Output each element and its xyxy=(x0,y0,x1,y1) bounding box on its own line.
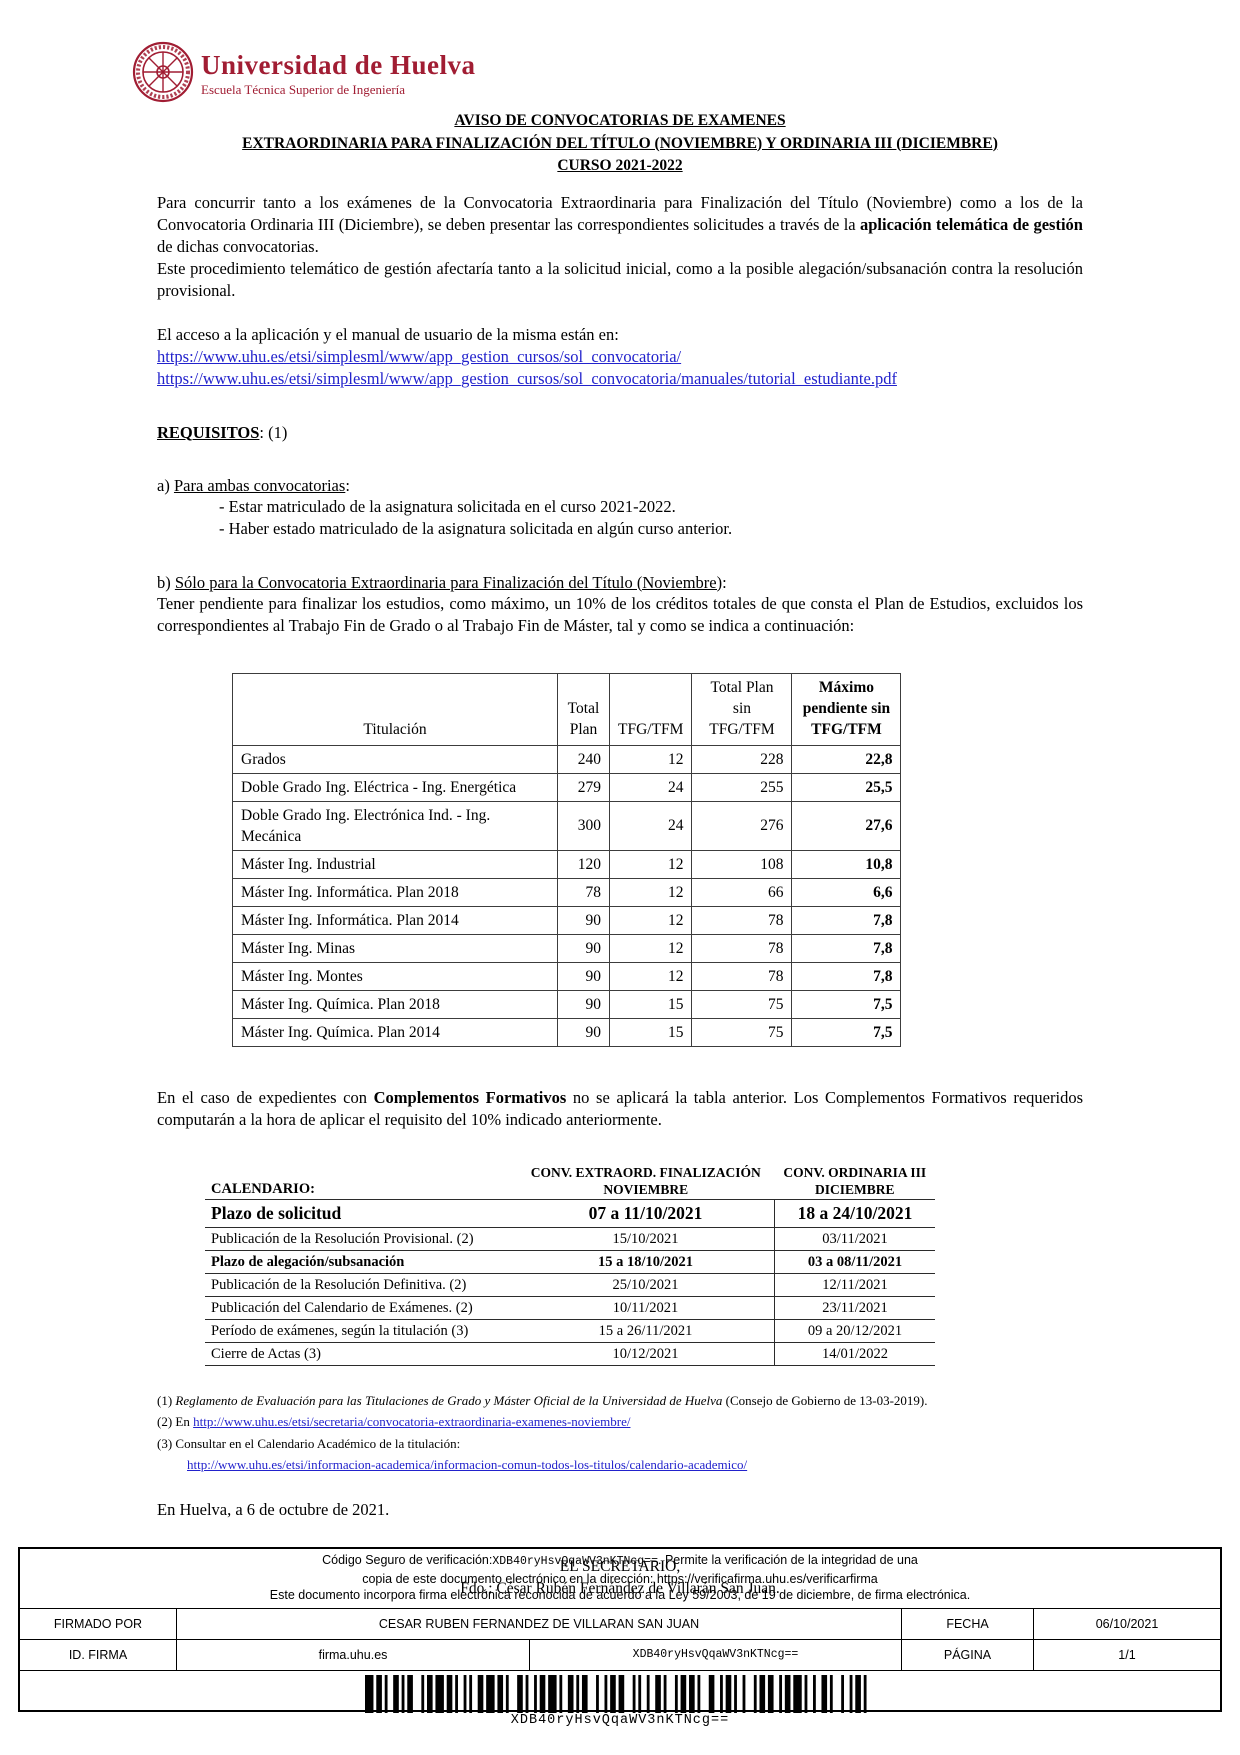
firmado-por-value: CESAR RUBEN FERNANDEZ DE VILLARAN SAN JU… xyxy=(176,1608,901,1639)
manual-link[interactable]: https://www.uhu.es/etsi/simplesml/www/ap… xyxy=(157,368,897,388)
calendar-row-periodo-examenes: Período de exámenes, según la titulación… xyxy=(205,1319,935,1342)
secretary-name: Fdo.: César Rubén Fernández de Villarán … xyxy=(460,1579,780,1597)
table-row: Máster Ing. Química. Plan 2018 90 15 75 7,5 xyxy=(232,989,902,1019)
table-row: Máster Ing. Industrial 120 12 108 10,8 xyxy=(232,849,902,879)
verification-text: Código Seguro de verificación:XDB40ryHsv… xyxy=(20,1549,1220,1609)
table-row: Grados 240 12 228 22,8 xyxy=(232,744,902,774)
footnotes: (1) Reglamento de Evaluación para las Ti… xyxy=(157,1390,1083,1476)
section-b-paragraph: Tener pendiente para finalizar los estud… xyxy=(157,593,1083,635)
calendar-col-noviembre: CONV. EXTRAORD. FINALIZACIÓN NOVIEMBRE xyxy=(530,1164,761,1197)
header-tfg-tfm: TFG/TFM xyxy=(608,672,693,746)
section-b-heading: b) Sólo para la Convocatoria Extraordina… xyxy=(157,572,727,592)
header-total-sin: Total Plan sin TFG/TFM xyxy=(691,672,793,746)
secretary-title: EL SECRETARIO, xyxy=(559,1557,681,1575)
table-row: Máster Ing. Química. Plan 2014 90 15 75 7,5 xyxy=(232,1017,902,1047)
id-firma-row: ID. FIRMA firma.uhu.es XDB40ryHsvQqaWV3n… xyxy=(20,1639,1220,1671)
footnote-2-link[interactable]: http://www.uhu.es/etsi/secretaria/convoc… xyxy=(193,1414,631,1429)
verification-code-inline: XDB40ryHsvQqaWV3nKTNcg== xyxy=(492,1555,658,1568)
footnote-2: (2) En http://www.uhu.es/etsi/secretaria… xyxy=(157,1414,631,1429)
barcode xyxy=(365,1674,867,1713)
calendar-row-plazo-solicitud: Plazo de solicitud 07 a 11/10/2021 18 a 24… xyxy=(205,1199,935,1227)
table-row: Doble Grado Ing. Electrónica Ind. - Ing.… xyxy=(232,800,902,851)
barcode-text: XDB40ryHsvQqaWV3nKTNcg== xyxy=(510,1712,730,1728)
footnote-3-link[interactable]: http://www.uhu.es/etsi/informacion-acade… xyxy=(187,1457,748,1472)
calendar-table: CALENDARIO: CONV. EXTRAORD. FINALIZACIÓN… xyxy=(205,1163,935,1366)
verification-box: Código Seguro de verificación:XDB40ryHsv… xyxy=(18,1547,1222,1728)
table-row: Máster Ing. Informática. Plan 2014 90 12 78… xyxy=(232,905,902,935)
complementos-paragraph: En el caso de expedientes con Complement… xyxy=(157,1087,1083,1129)
requisitos-heading: REQUISITOS: (1) xyxy=(157,422,288,442)
table-row: Doble Grado Ing. Eléctrica - Ing. Energé… xyxy=(232,772,902,802)
pagina-label: PÁGINA xyxy=(901,1639,1033,1670)
id-firma-label: ID. FIRMA xyxy=(68,1647,128,1662)
footnote-3-link-line: http://www.uhu.es/etsi/informacion-acade… xyxy=(187,1454,1083,1476)
fecha-value: 06/10/2021 xyxy=(1033,1608,1220,1639)
header-titulacion: Titulación xyxy=(232,672,558,746)
id-firma-code: XDB40ryHsvQqaWV3nKTNcg== xyxy=(529,1639,901,1670)
calendar-row-calendario-examenes: Publicación del Calendario de Exámenes. … xyxy=(205,1296,935,1319)
intro-paragraph: Para concurrir tanto a los exámenes de l… xyxy=(157,192,1083,302)
table-row: Máster Ing. Montes 90 12 78 7,8 xyxy=(232,961,902,991)
school-name: Escuela Técnica Superior de Ingeniería xyxy=(201,82,406,97)
intro-text-end: de dichas convocatorias. xyxy=(157,236,319,256)
calendar-row-resolucion-definitiva: Publicación de la Resolución Definitiva.… xyxy=(205,1273,935,1296)
header-max-pendiente: Máximo pendiente sin TFG/TFM xyxy=(791,672,902,746)
calendar-row-resolucion-provisional: Publicación de la Resolución Provisional… xyxy=(205,1227,935,1250)
section-a-heading: a) Para ambas convocatorias: xyxy=(157,475,350,495)
title-line-1: AVISO DE CONVOCATORIAS DE EXAMENES xyxy=(454,112,786,129)
university-logo: Universidad de Huelva Escuela Técnica Su… xyxy=(131,40,476,104)
university-seal-icon xyxy=(132,41,194,103)
calendar-header-row: CALENDARIO: CONV. EXTRAORD. FINALIZACIÓN… xyxy=(205,1163,935,1199)
pagina-value: 1/1 xyxy=(1033,1639,1220,1670)
table-row: Máster Ing. Minas 90 12 78 7,8 xyxy=(232,933,902,963)
section-a-item-2: - Haber estado matriculado de la asignat… xyxy=(219,518,733,538)
header-total-plan: Total Plan xyxy=(557,672,610,746)
calendar-col-diciembre: CONV. ORDINARIA III DICIEMBRE xyxy=(783,1164,927,1197)
calendar-row-alegacion: Plazo de alegación/subsanación 15 a 18/10… xyxy=(205,1250,935,1273)
procedure-paragraph: Este procedimiento telemático de gestión… xyxy=(157,258,1083,300)
signature-block: EL SECRETARIO, Fdo.: César Rubén Fernánd… xyxy=(157,1556,1083,1600)
document-title: AVISO DE CONVOCATORIAS DE EXAMENES EXTRA… xyxy=(157,0,1083,178)
title-line-2: EXTRAORDINARIA PARA FINALIZACIÓN DEL TÍT… xyxy=(242,134,998,152)
access-line: El acceso a la aplicación y el manual de… xyxy=(157,324,619,344)
title-line-3: CURSO 2021-2022 xyxy=(557,157,683,174)
id-firma-value: firma.uhu.es xyxy=(176,1639,529,1670)
credits-table: Titulación Total Plan TFG/TFM Total Plan… xyxy=(232,672,902,1047)
footnote-3: (3) Consultar en el Calendario Académico… xyxy=(157,1435,461,1451)
firmado-por-row: FIRMADO POR CESAR RUBEN FERNANDEZ DE VIL… xyxy=(20,1608,1220,1640)
application-link[interactable]: https://www.uhu.es/etsi/simplesml/www/ap… xyxy=(157,346,682,366)
footnote-1: (1) Reglamento de Evaluación para las Ti… xyxy=(157,1392,928,1408)
intro-bold-text: aplicación telemática de gestión xyxy=(860,214,1083,234)
credits-table-header-row: Titulación Total Plan TFG/TFM Total Plan… xyxy=(232,672,902,746)
section-a-item-1: - Estar matriculado de la asignatura sol… xyxy=(219,496,676,516)
firmado-por-label: FIRMADO POR xyxy=(53,1616,143,1631)
calendar-row-cierre-actas: Cierre de Actas (3) 10/12/2021 14/01/2022 xyxy=(205,1342,935,1365)
table-row: Máster Ing. Informática. Plan 2018 78 12 66… xyxy=(232,877,902,907)
calendar-title: CALENDARIO: xyxy=(211,1180,315,1197)
place-date: En Huelva, a 6 de octubre de 2021. xyxy=(157,1499,390,1519)
university-name: Universidad de Huelva xyxy=(201,50,476,80)
fecha-label: FECHA xyxy=(901,1608,1033,1639)
intro-text: Para concurrir tanto a los exámenes de l… xyxy=(157,192,1083,234)
